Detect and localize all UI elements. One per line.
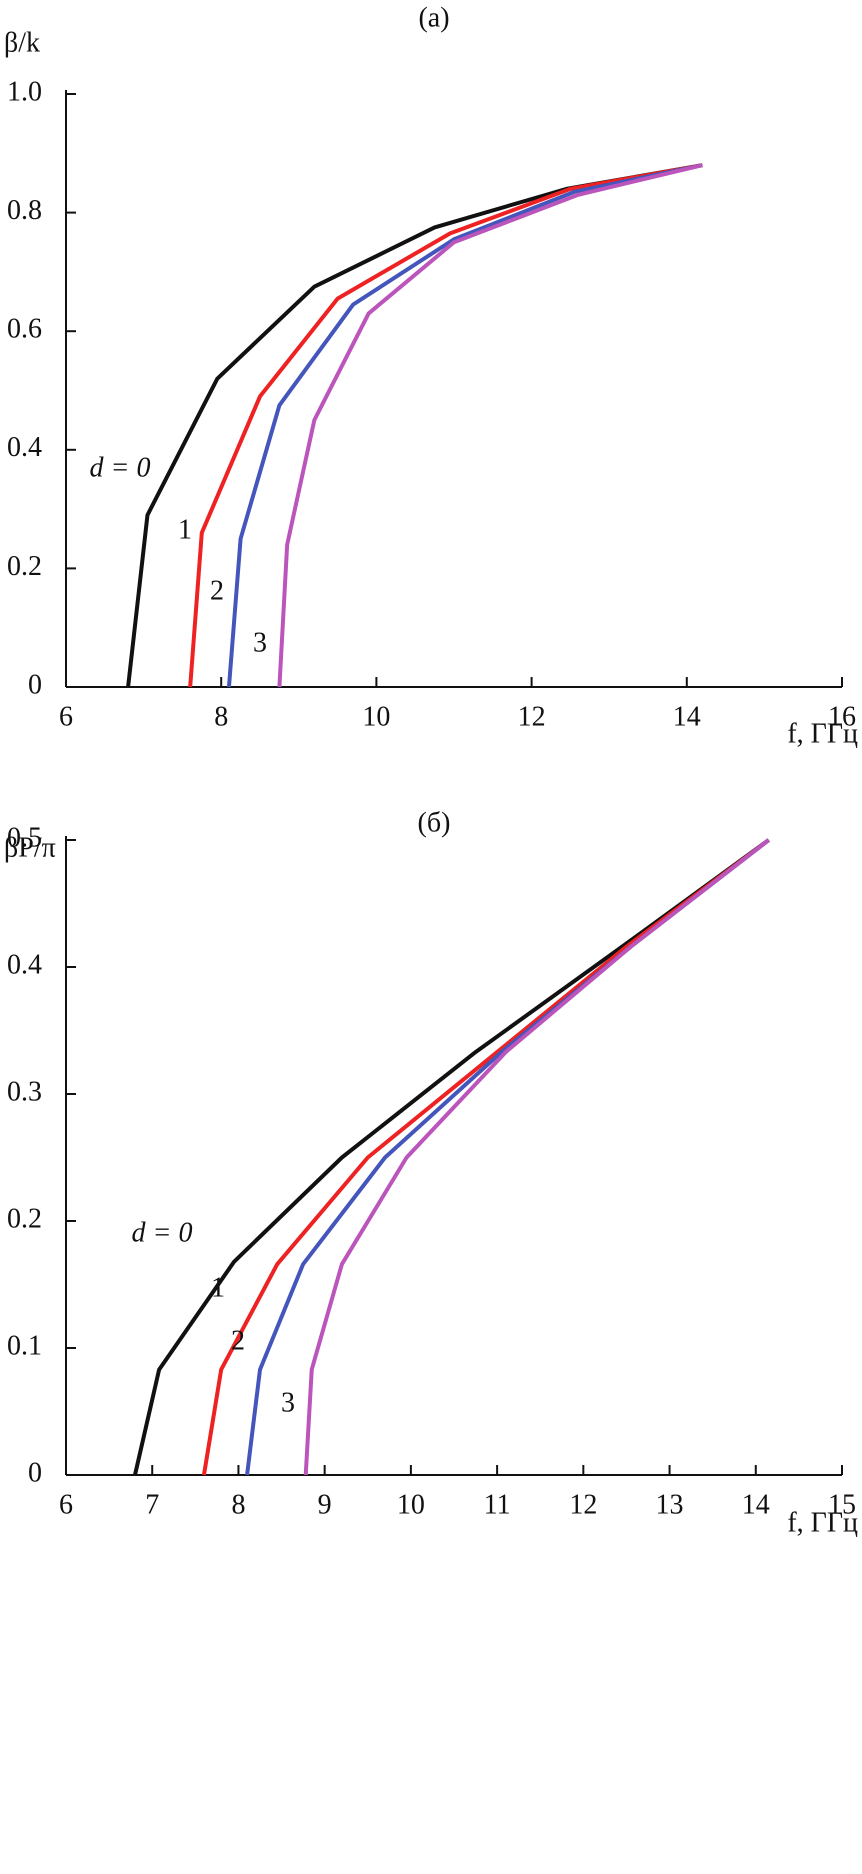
y-tick-label: 0.2 bbox=[7, 551, 42, 582]
x-tick-label: 7 bbox=[145, 1489, 159, 1520]
series-line bbox=[277, 163, 703, 688]
x-tick-label: 6 bbox=[59, 1489, 73, 1520]
curve-label: 2 bbox=[210, 575, 224, 606]
x-tick-label: 11 bbox=[484, 1489, 511, 1520]
x-tick-label: 12 bbox=[569, 1489, 597, 1520]
chart-title: (б) bbox=[418, 807, 451, 838]
series-line bbox=[188, 163, 703, 688]
curve-label: 2 bbox=[231, 1325, 245, 1356]
series-line bbox=[133, 838, 770, 1476]
x-tick-label: 10 bbox=[397, 1489, 425, 1520]
curve-label: 1 bbox=[178, 514, 192, 545]
x-axis-label: f, ГГц bbox=[787, 718, 858, 749]
y-axis-label: β/k bbox=[4, 27, 40, 58]
curve-label: 1 bbox=[211, 1272, 225, 1303]
x-tick-label: 9 bbox=[318, 1489, 332, 1520]
x-tick-label: 8 bbox=[214, 701, 228, 732]
y-tick-label: 0.3 bbox=[7, 1076, 42, 1107]
x-tick-label: 14 bbox=[742, 1489, 770, 1520]
y-axis-label: βP/π bbox=[4, 832, 56, 863]
y-tick-label: 0.2 bbox=[7, 1203, 42, 1234]
x-axis-label: f, ГГц bbox=[787, 1507, 858, 1538]
curve-label: 3 bbox=[281, 1387, 295, 1418]
curve-label: d = 0 bbox=[132, 1217, 193, 1248]
y-tick-label: 0.8 bbox=[7, 195, 42, 226]
y-tick-label: 0.4 bbox=[7, 432, 42, 463]
series-line bbox=[245, 838, 770, 1476]
y-tick-label: 0 bbox=[28, 1457, 42, 1488]
y-tick-label: 0.1 bbox=[7, 1330, 42, 1361]
y-tick-label: 0.4 bbox=[7, 949, 42, 980]
chart-title: (a) bbox=[418, 2, 449, 33]
x-tick-label: 6 bbox=[59, 701, 73, 732]
x-tick-label: 10 bbox=[362, 701, 390, 732]
series-line bbox=[226, 163, 703, 688]
x-tick-label: 13 bbox=[656, 1489, 684, 1520]
x-tick-label: 15 bbox=[828, 1489, 856, 1520]
x-tick-label: 8 bbox=[231, 1489, 245, 1520]
y-tick-label: 0.5 bbox=[7, 822, 42, 853]
series-line bbox=[303, 838, 770, 1476]
x-tick-label: 14 bbox=[673, 701, 701, 732]
y-tick-label: 0 bbox=[28, 669, 42, 700]
y-tick-label: 0.6 bbox=[7, 314, 42, 345]
curve-label: d = 0 bbox=[90, 452, 151, 483]
x-tick-label: 16 bbox=[828, 701, 856, 732]
series-line bbox=[201, 838, 770, 1476]
curve-label: 3 bbox=[253, 627, 267, 658]
series-line bbox=[126, 163, 703, 688]
y-tick-label: 1.0 bbox=[7, 76, 42, 107]
x-tick-label: 12 bbox=[518, 701, 546, 732]
